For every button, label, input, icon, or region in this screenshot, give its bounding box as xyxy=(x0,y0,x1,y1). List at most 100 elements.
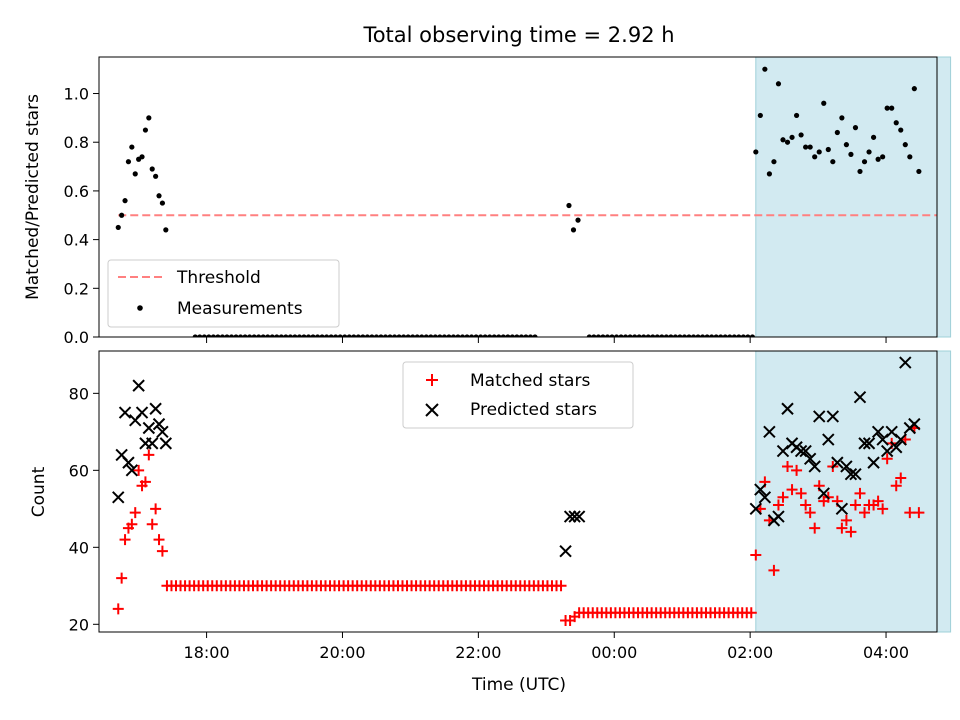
bottom-shade-rect xyxy=(755,350,952,633)
top-y-axis: 0.0 0.2 0.4 0.6 0.8 1.0 xyxy=(64,85,99,347)
measurements-point xyxy=(727,334,733,337)
matched-stars-point xyxy=(768,564,780,576)
predicted-stars-point xyxy=(559,544,572,558)
matched-stars-point xyxy=(116,572,128,584)
measurements-point xyxy=(287,334,293,337)
bottom-plot-area xyxy=(112,356,925,626)
measurements-point xyxy=(699,334,706,337)
measurements-point xyxy=(391,334,398,337)
matched-stars-point xyxy=(555,580,567,592)
measurements-point xyxy=(641,334,647,337)
measurements-point xyxy=(740,334,746,337)
measurements-point xyxy=(396,334,402,337)
measurements-point xyxy=(609,334,615,337)
measurements-point xyxy=(269,334,275,337)
measurements-point xyxy=(766,171,773,177)
measurements-point xyxy=(401,334,407,337)
measurements-point xyxy=(153,173,159,179)
legend-matched-label: Matched stars xyxy=(470,371,590,391)
measurements-point xyxy=(156,193,162,199)
measurements-point xyxy=(916,168,922,175)
measurements-point xyxy=(310,334,316,337)
measurements-point xyxy=(645,334,651,337)
legend-measurements-label: Measurements xyxy=(177,299,303,319)
matched-stars-point xyxy=(153,534,165,546)
measurements-point xyxy=(122,198,128,204)
predicted-stars-point xyxy=(112,491,125,504)
measurements-point xyxy=(149,166,155,172)
measurements-point xyxy=(686,334,692,337)
predicted-stars-point xyxy=(118,406,132,419)
measurements-point xyxy=(668,334,674,337)
predicted-stars-point xyxy=(880,444,894,458)
measurements-point xyxy=(784,139,791,145)
matched-stars-point xyxy=(791,464,803,476)
measurements-point xyxy=(351,334,357,337)
measurements-point xyxy=(139,154,145,160)
top-plot-area xyxy=(115,66,937,337)
predicted-stars-point xyxy=(813,410,826,423)
bottom-legend: Matched stars Predicted stars xyxy=(402,361,634,429)
measurements-point xyxy=(355,334,361,337)
measurements-point xyxy=(861,159,868,165)
top-y-tick-label: 0.4 xyxy=(64,231,89,250)
measurements-point xyxy=(360,334,366,337)
measurements-point xyxy=(604,334,611,337)
measurements-point xyxy=(423,334,429,337)
measurements-point xyxy=(210,334,216,337)
measurements-point xyxy=(834,129,840,136)
measurements-point xyxy=(500,334,506,337)
bottom-shaded-region xyxy=(755,350,952,633)
measurements-point xyxy=(333,334,339,337)
measurements-point xyxy=(570,227,577,233)
measurements-point xyxy=(228,334,235,337)
matched-stars-point xyxy=(119,534,131,546)
measurements-point xyxy=(613,334,620,337)
measurements-point xyxy=(907,154,913,160)
measurements-point xyxy=(798,132,804,138)
measurements-point xyxy=(459,334,466,337)
predicted-stars-point xyxy=(568,510,581,523)
measurements-point xyxy=(889,105,895,111)
predicted-stars-point xyxy=(817,487,830,500)
measurements-point xyxy=(749,334,756,337)
measurements-point xyxy=(119,212,125,218)
measurements-point xyxy=(242,334,248,337)
predicted-stars-point xyxy=(894,433,907,446)
measurements-point xyxy=(757,112,763,119)
predicted-stars-point xyxy=(858,437,871,450)
predicted-stars-point xyxy=(899,356,912,369)
measurements-point xyxy=(364,334,370,337)
measurements-point xyxy=(305,334,312,337)
measurements-point xyxy=(215,334,221,337)
measurements-point xyxy=(247,334,253,337)
measurements-point xyxy=(775,81,782,87)
predicted-stars-point xyxy=(125,464,139,477)
bottom-x-tick-label: 02:00 xyxy=(727,643,773,662)
measurements-point xyxy=(437,334,443,337)
bottom-x-tick-label: 04:00 xyxy=(863,643,909,662)
measurements-point xyxy=(337,334,343,337)
measurements-point xyxy=(369,334,375,337)
measurements-point xyxy=(346,334,352,337)
measurements-point xyxy=(839,115,845,121)
measurements-point xyxy=(663,334,669,337)
predicted-stars-point xyxy=(871,425,885,439)
measurements-point xyxy=(893,120,899,126)
measurements-point xyxy=(825,146,831,153)
predicted-stars-point xyxy=(835,502,849,516)
measurements-point xyxy=(695,334,701,337)
predicted-stars-point xyxy=(142,421,156,435)
predicted-stars-point xyxy=(862,437,876,450)
measurements-point xyxy=(532,334,538,337)
measurements-point xyxy=(803,144,809,150)
measurements-point xyxy=(514,334,520,337)
top-y-tick-label: 0.8 xyxy=(64,133,89,152)
legend-measurements-marker xyxy=(137,305,143,311)
measurements-point xyxy=(575,217,581,223)
measurements-point xyxy=(319,334,325,337)
predicted-stars-point xyxy=(146,437,159,450)
measurements-point xyxy=(911,86,917,92)
measurements-point xyxy=(468,334,475,337)
matched-stars-point xyxy=(150,503,162,515)
